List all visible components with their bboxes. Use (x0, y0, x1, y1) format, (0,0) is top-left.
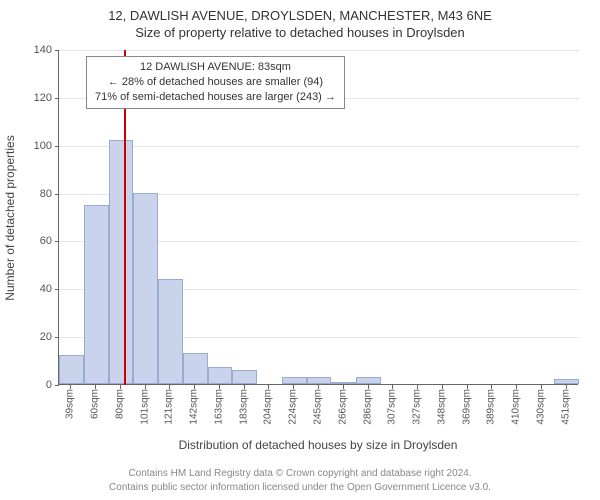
histogram-bar (59, 355, 84, 384)
ytick-label: 120 (22, 92, 52, 104)
chart-title-line2: Size of property relative to detached ho… (0, 23, 600, 40)
ytick-mark (55, 194, 59, 195)
ytick-label: 40 (22, 283, 52, 295)
chart-container: 12, DAWLISH AVENUE, DROYLSDEN, MANCHESTE… (0, 0, 600, 500)
xtick-label: 410sqm (511, 389, 522, 425)
ytick-mark (55, 385, 59, 386)
xtick-label: 163sqm (213, 389, 224, 425)
histogram-bar (183, 353, 208, 384)
histogram-bar (282, 377, 307, 384)
gridline (59, 146, 579, 147)
xtick-label: 245sqm (313, 389, 324, 425)
histogram-bar (554, 379, 579, 384)
ytick-label: 140 (22, 44, 52, 56)
ytick-mark (55, 337, 59, 338)
footer-attribution: Contains HM Land Registry data © Crown c… (0, 467, 600, 494)
xtick-label: 101sqm (139, 389, 150, 425)
ytick-mark (55, 289, 59, 290)
ytick-mark (55, 146, 59, 147)
chart-title-line1: 12, DAWLISH AVENUE, DROYLSDEN, MANCHESTE… (0, 0, 600, 23)
histogram-bar (356, 377, 381, 384)
histogram-bar (208, 367, 233, 384)
xtick-label: 39sqm (65, 389, 76, 419)
xtick-label: 327sqm (412, 389, 423, 425)
ytick-label: 0 (22, 379, 52, 391)
footer-line2: Contains public sector information licen… (0, 481, 600, 495)
info-line2: ← 28% of detached houses are smaller (94… (95, 75, 336, 90)
info-box: 12 DAWLISH AVENUE: 83sqm ← 28% of detach… (86, 56, 345, 109)
xtick-label: 430sqm (535, 389, 546, 425)
xtick-label: 348sqm (436, 389, 447, 425)
x-axis-label: Distribution of detached houses by size … (58, 438, 578, 452)
xtick-label: 121sqm (164, 389, 175, 425)
histogram-bar (158, 279, 183, 384)
ytick-label: 20 (22, 331, 52, 343)
xtick-label: 389sqm (486, 389, 497, 425)
histogram-bar (307, 377, 332, 384)
xtick-label: 451sqm (560, 389, 571, 425)
xtick-label: 204sqm (263, 389, 274, 425)
ytick-mark (55, 98, 59, 99)
xtick-label: 142sqm (189, 389, 200, 425)
ytick-mark (55, 50, 59, 51)
plot-area: Number of detached properties Distributi… (58, 50, 578, 385)
histogram-bar (109, 140, 134, 384)
y-axis-label: Number of detached properties (3, 135, 17, 300)
histogram-bar (331, 382, 356, 384)
histogram-bar (133, 193, 158, 384)
histogram-bar (232, 370, 257, 384)
ytick-label: 80 (22, 188, 52, 200)
xtick-label: 286sqm (362, 389, 373, 425)
xtick-label: 80sqm (114, 389, 125, 419)
ytick-mark (55, 241, 59, 242)
histogram-bar (84, 205, 109, 384)
xtick-label: 307sqm (387, 389, 398, 425)
xtick-label: 224sqm (288, 389, 299, 425)
xtick-label: 60sqm (90, 389, 101, 419)
info-line3: 71% of semi-detached houses are larger (… (95, 90, 336, 105)
xtick-label: 266sqm (337, 389, 348, 425)
xtick-label: 183sqm (238, 389, 249, 425)
gridline (59, 50, 579, 51)
info-line1: 12 DAWLISH AVENUE: 83sqm (95, 60, 336, 75)
ytick-label: 60 (22, 235, 52, 247)
xtick-label: 369sqm (461, 389, 472, 425)
footer-line1: Contains HM Land Registry data © Crown c… (0, 467, 600, 481)
ytick-label: 100 (22, 140, 52, 152)
